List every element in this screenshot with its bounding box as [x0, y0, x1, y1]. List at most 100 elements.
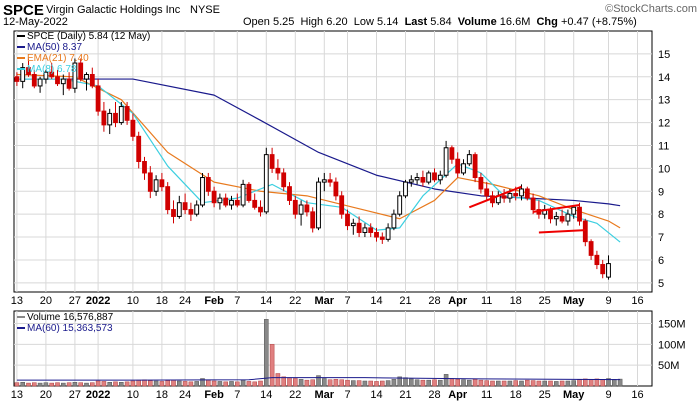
- candle-body: [298, 204, 304, 215]
- price-y-tick-label: 13: [658, 95, 670, 107]
- candle-body: [501, 195, 507, 199]
- candle-body: [194, 204, 200, 215]
- legend-vma-text: MA(60) 15,363,573: [27, 323, 113, 334]
- candle-body: [176, 202, 182, 217]
- x-tick-label: 25: [539, 295, 551, 307]
- candle-body: [333, 181, 339, 197]
- volume-bar: [72, 382, 78, 387]
- candle-body: [374, 231, 379, 238]
- candle-body: [136, 135, 142, 163]
- legend-ma8-swatch: [17, 68, 25, 71]
- candle-body: [594, 254, 600, 266]
- price-y-tick-label: 12: [658, 118, 670, 130]
- volume-bar: [281, 376, 286, 387]
- candle-body: [582, 220, 588, 243]
- candle-body: [437, 174, 443, 181]
- price-panel-frame: [13, 30, 653, 293]
- volume-bar: [264, 319, 269, 387]
- legend-ma50: MA(50) 8.37: [17, 43, 82, 53]
- candle-body: [548, 209, 553, 220]
- volume-bar: [525, 379, 530, 387]
- volume-bar: [182, 381, 188, 387]
- candle-body: [414, 177, 420, 181]
- candle-body: [292, 199, 298, 215]
- volume-bar: [55, 382, 60, 387]
- price-y-tick-label: 6: [658, 255, 664, 267]
- volume-bar: [310, 379, 315, 387]
- trendline: [532, 204, 580, 213]
- candle-body: [606, 263, 611, 278]
- volume-bar: [258, 380, 263, 387]
- volume-x-tick-label: 11: [481, 389, 492, 401]
- candle-body: [171, 209, 176, 217]
- legend-price-text: SPCE (Daily) 5.84 (12 May): [27, 31, 151, 42]
- legend-ema21-text: EMA(21) 7.40: [27, 53, 89, 64]
- volume-bar: [432, 379, 437, 387]
- volume-bar: [61, 382, 66, 387]
- volume-bar: [443, 374, 449, 387]
- volume-bar: [478, 379, 484, 387]
- last-label: Last: [404, 16, 428, 28]
- volume-bar: [594, 378, 600, 387]
- watermark: ©StockCharts.com: [605, 3, 697, 15]
- candle-body: [113, 112, 118, 124]
- volume-bar: [461, 379, 466, 387]
- volume-bar: [194, 381, 199, 387]
- candle-body: [478, 177, 484, 190]
- candle-body: [321, 179, 327, 183]
- volume-x-tick-label: 16: [631, 389, 643, 401]
- chg-value: +0.47 (+8.75%): [560, 16, 637, 28]
- volume-bar: [49, 382, 54, 387]
- volume-bar: [298, 379, 304, 387]
- candle-body: [524, 188, 530, 199]
- volume-x-tick-label: Mar: [315, 389, 335, 401]
- volume-bar: [304, 379, 310, 387]
- candle-body: [211, 190, 217, 204]
- x-tick-label: 2022: [86, 295, 110, 307]
- volume-x-tick-label: 2022: [86, 389, 110, 401]
- candle-body: [246, 183, 252, 201]
- legend-volume-text: Volume 16,576,887: [27, 312, 114, 323]
- volume-bar: [351, 380, 356, 387]
- volume-bar: [554, 381, 559, 387]
- volume-bar: [484, 380, 489, 387]
- volume-x-tick-label: Feb: [204, 389, 224, 401]
- candle-body: [530, 197, 536, 211]
- x-tick-label: May: [563, 295, 585, 307]
- volume-bar: [32, 382, 37, 387]
- candle-body: [350, 222, 356, 227]
- candle-body: [84, 74, 89, 80]
- x-tick-label: 14: [260, 295, 272, 307]
- candle-body: [240, 183, 246, 206]
- volume-bar: [397, 376, 402, 387]
- legend-ma50-text: MA(50) 8.37: [27, 42, 83, 53]
- volume-bar: [293, 378, 298, 387]
- volume-bar: [583, 378, 588, 387]
- candle-body: [316, 181, 321, 229]
- candle-body: [577, 206, 582, 222]
- volume-bar: [327, 379, 333, 387]
- volume-value: 16.6M: [499, 16, 531, 28]
- volume-bar: [368, 380, 373, 387]
- chart-date: 12-May-2022: [3, 16, 68, 28]
- candle-body: [258, 206, 263, 213]
- volume-x-tick-label: 20: [40, 389, 52, 401]
- volume-bar: [414, 379, 420, 387]
- low-label: Low: [353, 16, 374, 28]
- candle-body: [379, 236, 385, 240]
- volume-bar: [148, 380, 153, 387]
- volume-bar: [496, 380, 501, 387]
- volume-x-tick-label: 10: [127, 389, 139, 401]
- legend-volume-swatch: [17, 316, 25, 319]
- volume-bar: [252, 381, 257, 387]
- volume-bar: [171, 379, 176, 387]
- trendline: [468, 185, 522, 209]
- price-y-tick-label: 14: [658, 72, 670, 84]
- candle-body: [130, 119, 136, 137]
- volume-x-tick-label: 18: [156, 389, 168, 401]
- candle-body: [455, 158, 461, 174]
- candle-body: [513, 193, 519, 197]
- volume-bar: [165, 380, 170, 387]
- volume-x-tick-label: 22: [289, 389, 301, 401]
- quote-bar: Open 5.25 High 6.20 Low 5.14 Last 5.84 V…: [243, 17, 637, 28]
